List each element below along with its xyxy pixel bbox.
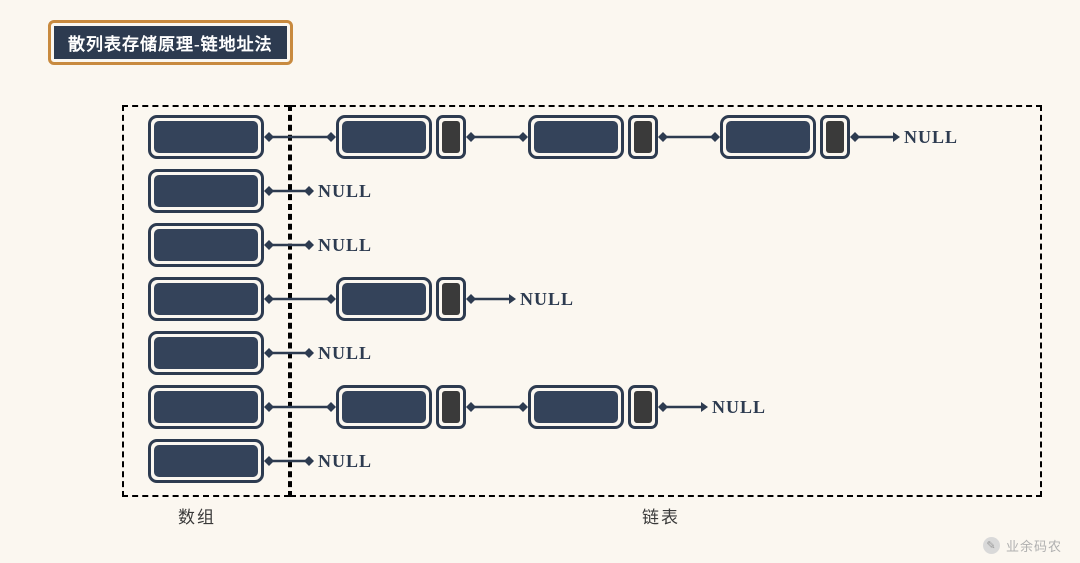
array-bucket [148,439,264,483]
bucket-fill [154,229,258,261]
null-label: NULL [904,127,958,148]
node-data [336,115,432,159]
list-node [336,385,466,429]
node-data [528,115,624,159]
null-label: NULL [318,451,372,472]
array-bucket [148,331,264,375]
list-node [528,385,658,429]
wechat-icon: ✎ [983,537,1000,554]
list-node [720,115,850,159]
watermark-text: 业余码农 [1006,536,1062,555]
array-bucket [148,277,264,321]
null-label: NULL [318,343,372,364]
list-label: 链表 [642,503,680,528]
array-bucket [148,169,264,213]
list-node [336,277,466,321]
page-title: 散列表存储原理-链地址法 [54,26,287,59]
list-node [336,115,466,159]
node-pointer [628,115,658,159]
array-label: 数组 [178,503,216,528]
array-bucket [148,223,264,267]
diagram-stage: 数组 链表 NULL [122,105,1042,525]
array-bucket [148,115,264,159]
node-pointer [436,277,466,321]
null-label: NULL [520,289,574,310]
bucket-fill [154,175,258,207]
bucket-fill [154,121,258,153]
node-data [336,277,432,321]
watermark: ✎ 业余码农 [983,536,1062,555]
null-label: NULL [712,397,766,418]
bucket-fill [154,337,258,369]
bucket-fill [154,391,258,423]
node-data [528,385,624,429]
node-pointer [436,385,466,429]
node-pointer [820,115,850,159]
node-pointer [436,115,466,159]
array-bucket [148,385,264,429]
list-node [528,115,658,159]
null-label: NULL [318,181,372,202]
node-pointer [628,385,658,429]
node-data [336,385,432,429]
bucket-fill [154,445,258,477]
node-data [720,115,816,159]
null-label: NULL [318,235,372,256]
bucket-fill [154,283,258,315]
title-box: 散列表存储原理-链地址法 [48,20,293,65]
